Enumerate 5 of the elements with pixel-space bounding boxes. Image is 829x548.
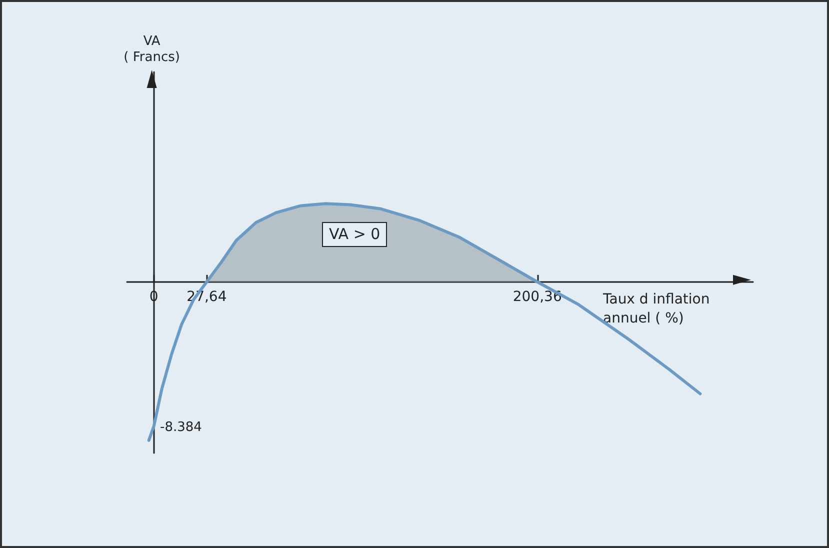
x-axis-title: Taux d inflation annuel ( %) [602, 291, 710, 326]
annotation: VA > 0 [322, 222, 388, 247]
text: VA ( Francs) [124, 34, 180, 66]
annotation: -8.384 [160, 420, 202, 435]
x-tick-label: 200,36 [512, 289, 562, 306]
